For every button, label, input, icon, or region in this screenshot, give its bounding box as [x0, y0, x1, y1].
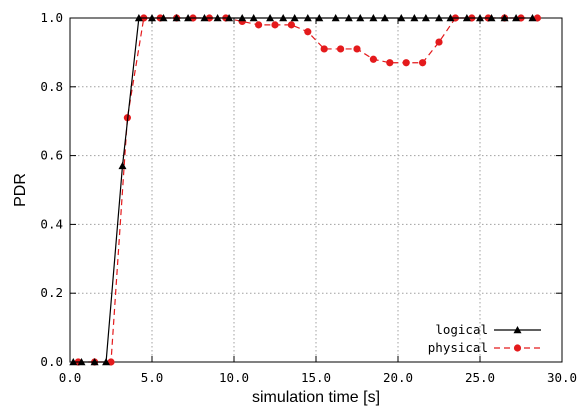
axis-ticks: 0.0 5.0 10.0 15.0 20.0 25.0 30.0 0.0 0.2 0.4 0.6 0.… — [40, 10, 577, 385]
data-point-logical — [77, 358, 86, 366]
data-point-logical — [380, 14, 389, 22]
data-point-logical — [512, 14, 521, 22]
data-point-logical — [421, 14, 430, 22]
data-point-logical — [500, 14, 509, 22]
y-tick-label: 0.4 — [40, 216, 63, 231]
y-tick-label: 0.2 — [40, 285, 63, 300]
grid — [70, 18, 562, 362]
data-point-physical — [353, 45, 361, 53]
x-tick-label: 5.0 — [141, 370, 164, 385]
data-point-logical — [476, 14, 484, 22]
data-point-logical — [172, 14, 181, 22]
data-point-physical — [402, 59, 410, 67]
data-point-physical — [320, 45, 328, 53]
data-point-logical — [356, 14, 365, 22]
data-point-physical — [287, 21, 295, 29]
data-point-logical — [410, 14, 419, 22]
legend: logical physical — [428, 322, 541, 355]
data-point-logical — [315, 14, 324, 22]
legend-marker-logical — [513, 326, 522, 334]
data-point-logical — [159, 14, 168, 22]
data-point-logical — [102, 358, 111, 366]
data-point-logical — [213, 14, 222, 22]
data-point-logical — [279, 14, 288, 22]
data-point-logical — [331, 14, 340, 22]
legend-label-physical: physical — [428, 340, 488, 355]
data-point-logical — [249, 14, 258, 22]
data-point-logical — [200, 14, 209, 22]
y-tick-label: 0.8 — [40, 79, 63, 94]
y-tick-label: 1.0 — [40, 10, 63, 25]
data-point-logical — [134, 14, 143, 22]
x-tick-label: 15.0 — [301, 370, 331, 385]
y-tick-label: 0.0 — [40, 354, 63, 369]
series-layer — [69, 14, 542, 366]
x-tick-label: 30.0 — [547, 370, 577, 385]
y-tick-label: 0.6 — [40, 148, 63, 163]
x-tick-label: 10.0 — [219, 370, 249, 385]
data-point-logical — [462, 14, 471, 22]
data-point-logical — [69, 358, 78, 366]
data-point-logical — [148, 14, 156, 22]
data-point-physical — [337, 45, 345, 53]
x-tick-label: 20.0 — [383, 370, 413, 385]
data-point-logical — [90, 358, 99, 366]
x-tick-label: 0.0 — [59, 370, 82, 385]
data-point-logical — [369, 14, 378, 22]
series-logical — [69, 14, 537, 366]
data-point-logical — [184, 14, 193, 22]
data-point-physical — [304, 28, 312, 36]
x-axis-title: simulation time [s] — [252, 389, 380, 406]
data-point-logical — [528, 14, 537, 22]
y-axis-title: PDR — [12, 173, 29, 207]
data-point-physical — [419, 59, 427, 67]
data-point-logical — [290, 14, 299, 22]
legend-label-logical: logical — [435, 322, 488, 337]
data-point-logical — [118, 161, 127, 170]
data-point-logical — [344, 14, 353, 22]
data-point-logical — [266, 14, 275, 22]
data-point-logical — [238, 14, 247, 22]
series-line-logical — [73, 17, 533, 363]
data-point-physical — [271, 21, 279, 29]
data-point-physical — [369, 55, 377, 63]
data-point-logical — [487, 14, 496, 22]
legend-marker-physical — [513, 344, 522, 352]
x-tick-label: 25.0 — [465, 370, 495, 385]
data-point-logical — [446, 14, 455, 22]
data-point-physical — [255, 21, 263, 29]
data-point-logical — [435, 14, 443, 22]
series-line-physical — [78, 17, 538, 363]
data-point-physical — [386, 59, 394, 67]
data-point-physical — [435, 38, 443, 46]
data-point-logical — [303, 14, 312, 22]
series-physical — [74, 14, 542, 366]
data-point-logical — [225, 14, 234, 22]
data-point-logical — [397, 14, 406, 22]
